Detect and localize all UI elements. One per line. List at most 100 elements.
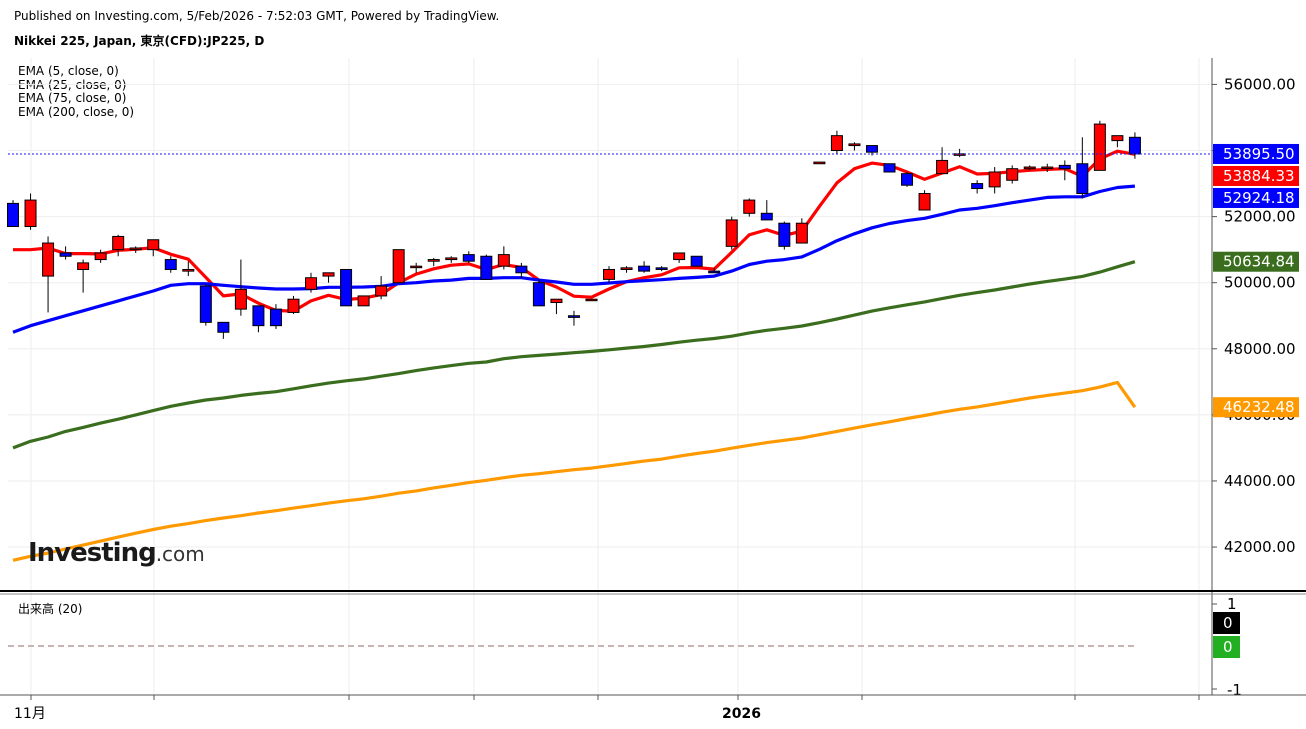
candle-body[interactable] <box>988 171 1001 188</box>
candle-body[interactable] <box>462 254 475 262</box>
candle-body[interactable] <box>410 265 423 269</box>
candle-body[interactable] <box>953 153 966 156</box>
candle-body[interactable] <box>760 212 773 221</box>
y-tick-label: 52000.00 <box>1224 208 1296 226</box>
y-tick-label: 42000.00 <box>1224 538 1296 556</box>
candle-body[interactable] <box>1128 136 1141 155</box>
candle-body[interactable] <box>743 199 756 214</box>
candle-body[interactable] <box>550 298 563 304</box>
candle-body[interactable] <box>567 315 580 318</box>
value-tag-label: 53895.50 <box>1223 145 1295 163</box>
candle-body[interactable] <box>59 252 72 257</box>
candle-body[interactable] <box>1041 166 1054 170</box>
candle-body[interactable] <box>1111 135 1124 142</box>
candle-body[interactable] <box>112 235 125 251</box>
logo-text: Investing <box>28 538 157 568</box>
candle-body[interactable] <box>357 295 370 307</box>
candle-body[interactable] <box>515 265 528 274</box>
ema-line-ema25 <box>12 184 1136 334</box>
candle-body[interactable] <box>830 135 843 152</box>
candle-body[interactable] <box>673 252 686 261</box>
candle-body[interactable] <box>532 282 545 307</box>
volume-tag-green <box>1213 636 1240 658</box>
candle-body[interactable] <box>1076 163 1089 194</box>
legend-ema5[interactable]: EMA (5, close, 0) <box>18 64 119 78</box>
candle-body[interactable] <box>94 252 107 261</box>
x-tick-label: 11月 <box>14 706 46 722</box>
candle-body[interactable] <box>708 270 721 274</box>
value-tag-label: 52924.18 <box>1223 189 1295 207</box>
candle-body[interactable] <box>725 219 738 247</box>
y-tick-label: 44000.00 <box>1224 472 1296 490</box>
candle-body[interactable] <box>42 242 55 277</box>
volume-tag-label: 0 <box>1223 638 1233 656</box>
candle-body[interactable] <box>585 298 598 302</box>
ema-line-ema5 <box>13 149 1136 313</box>
candle-body[interactable] <box>480 255 493 280</box>
candle-body[interactable] <box>1093 123 1106 171</box>
value-tag <box>1213 397 1299 418</box>
symbol-title: Nikkei 225, Japan, 東京(CFD):JP225, D <box>14 34 265 48</box>
candle-body[interactable] <box>795 222 808 244</box>
candle-body[interactable] <box>164 259 177 270</box>
candle-body[interactable] <box>427 259 440 262</box>
candle-body[interactable] <box>147 239 160 251</box>
candle-body[interactable] <box>252 305 265 327</box>
candle-body[interactable] <box>620 267 633 270</box>
candle-body[interactable] <box>918 192 931 211</box>
volume-tick-label: -1 <box>1227 681 1242 699</box>
candle-body[interactable] <box>199 285 212 323</box>
candle-body[interactable] <box>655 267 668 270</box>
candle-body[interactable] <box>901 173 914 186</box>
volume-tag-label: 0 <box>1223 614 1233 632</box>
value-tag <box>1213 187 1299 208</box>
candle-body[interactable] <box>7 202 19 228</box>
candle-body[interactable] <box>848 143 861 147</box>
candle-body[interactable] <box>638 265 651 272</box>
y-tick-label: 50000.00 <box>1224 274 1296 292</box>
value-tag-label: 46232.48 <box>1223 398 1295 416</box>
candle-body[interactable] <box>24 199 37 228</box>
legend-ema75[interactable]: EMA (75, close, 0) <box>18 91 127 105</box>
candle-body[interactable] <box>322 272 335 277</box>
candle-body[interactable] <box>936 159 949 175</box>
y-tick-label: 56000.00 <box>1224 75 1296 93</box>
candle-body[interactable] <box>340 268 353 307</box>
candle-body[interactable] <box>883 163 896 173</box>
candle-body[interactable] <box>1023 166 1036 170</box>
volume-tag-black <box>1213 612 1240 634</box>
candle-body[interactable] <box>287 298 300 313</box>
ema-line-ema200 <box>12 380 1137 562</box>
candle-body[interactable] <box>269 308 282 327</box>
candle-body[interactable] <box>182 268 195 272</box>
ema-line-ema75 <box>12 260 1136 450</box>
candle-body[interactable] <box>971 183 984 190</box>
value-tag <box>1213 165 1299 186</box>
candle-body[interactable] <box>690 255 703 267</box>
candle-body[interactable] <box>129 247 142 251</box>
value-tag-label: 53884.33 <box>1223 167 1295 185</box>
candle-body[interactable] <box>392 249 405 284</box>
legend-ema200[interactable]: EMA (200, close, 0) <box>18 104 135 119</box>
candle-body[interactable] <box>603 268 616 280</box>
candle-body[interactable] <box>497 254 510 267</box>
candle-body[interactable] <box>305 277 318 290</box>
x-tick-label: 2026 <box>722 706 761 722</box>
logo-suffix: .com <box>155 542 205 566</box>
candle-body[interactable] <box>77 262 90 270</box>
candle-body[interactable] <box>234 288 247 310</box>
candle-body[interactable] <box>445 257 458 261</box>
investing-logo: Investing.com <box>28 538 205 568</box>
publish-info: Published on Investing.com, 5/Feb/2026 -… <box>14 9 500 23</box>
volume-tick-label: 1 <box>1227 595 1237 613</box>
candle-body[interactable] <box>217 321 230 333</box>
candle-body[interactable] <box>1006 168 1019 181</box>
candle-body[interactable] <box>1058 164 1071 170</box>
candle-body[interactable] <box>778 222 791 247</box>
y-tick-label: 48000.00 <box>1224 340 1296 358</box>
volume-title: 出来高 (20) <box>18 602 83 616</box>
candle-body[interactable] <box>813 161 826 165</box>
candle-body[interactable] <box>865 145 878 153</box>
candle-body[interactable] <box>375 285 388 297</box>
